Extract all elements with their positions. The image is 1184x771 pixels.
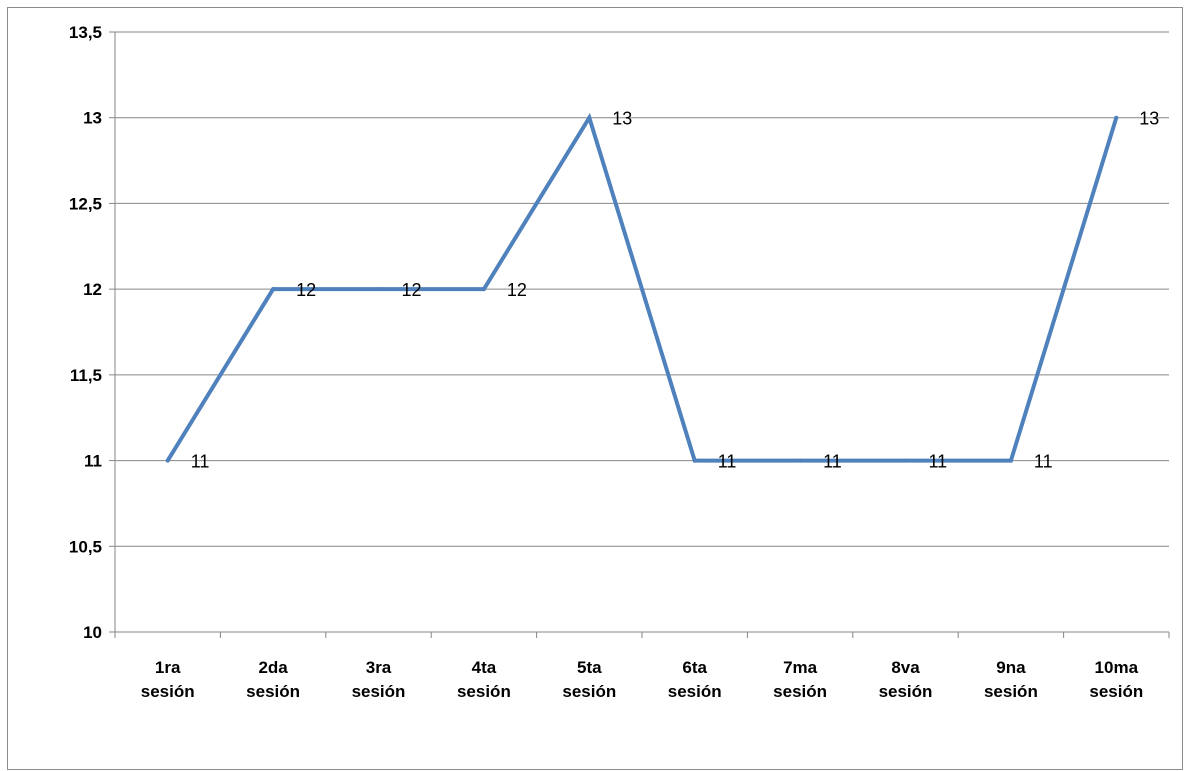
data-point xyxy=(798,458,803,463)
x-tick-label: 8va sesión xyxy=(879,658,933,701)
x-tick-label: 1ra sesión xyxy=(141,658,195,701)
x-tick-label: 10ma sesión xyxy=(1089,658,1143,701)
data-point xyxy=(376,287,381,292)
x-tick-label: 7ma sesión xyxy=(773,658,827,701)
data-label: 11 xyxy=(1034,452,1053,472)
x-tick-label: 5ta sesión xyxy=(562,658,616,701)
x-tick-label: 9na sesión xyxy=(984,658,1038,701)
data-label: 11 xyxy=(929,452,948,472)
x-tick-labels: 1ra sesión 2da sesión 3ra sesión 4ta sesión 5ta s… xyxy=(141,658,1143,701)
x-tick-label: 6ta sesión xyxy=(668,658,722,701)
chart-frame: 10 10,5 11 11,5 12 12,5 13 13,5 1ra sesión 2da ses… xyxy=(7,7,1183,770)
data-label: 11 xyxy=(718,452,737,472)
data-point xyxy=(481,287,486,292)
series-line xyxy=(165,112,1119,463)
axes xyxy=(109,31,1170,638)
y-tick-label: 12 xyxy=(83,280,102,299)
data-point xyxy=(1114,115,1119,120)
x-tick-label: 3ra sesión xyxy=(352,658,406,701)
data-point xyxy=(165,458,170,463)
y-tick-label: 11 xyxy=(84,452,102,471)
x-tick-label: 2da sesión xyxy=(246,658,300,701)
data-label: 12 xyxy=(507,280,527,300)
data-label: 11 xyxy=(823,452,842,472)
data-labels: 11 12 12 12 13 11 11 11 11 13 xyxy=(191,109,1160,472)
data-label: 11 xyxy=(191,452,210,472)
data-label: 12 xyxy=(296,280,316,300)
data-label: 13 xyxy=(1139,109,1159,129)
data-label: 13 xyxy=(612,109,632,129)
data-point xyxy=(903,458,908,463)
y-tick-labels: 10 10,5 11 11,5 12 12,5 13 13,5 xyxy=(69,23,102,642)
x-tick-label: 4ta sesión xyxy=(457,658,511,701)
series xyxy=(165,112,1119,463)
data-point xyxy=(271,287,276,292)
data-point xyxy=(692,458,697,463)
line-chart: 10 10,5 11 11,5 12 12,5 13 13,5 1ra sesión 2da ses… xyxy=(69,23,1170,701)
y-tick-label: 10,5 xyxy=(69,537,102,556)
y-tick-label: 13,5 xyxy=(69,23,102,42)
y-tick-label: 12,5 xyxy=(69,194,102,213)
data-label: 12 xyxy=(402,280,422,300)
y-tick-label: 13 xyxy=(83,109,102,128)
data-point xyxy=(1008,458,1013,463)
y-tick-label: 10 xyxy=(83,623,102,642)
y-tick-label: 11,5 xyxy=(70,366,102,385)
data-point xyxy=(587,115,592,120)
